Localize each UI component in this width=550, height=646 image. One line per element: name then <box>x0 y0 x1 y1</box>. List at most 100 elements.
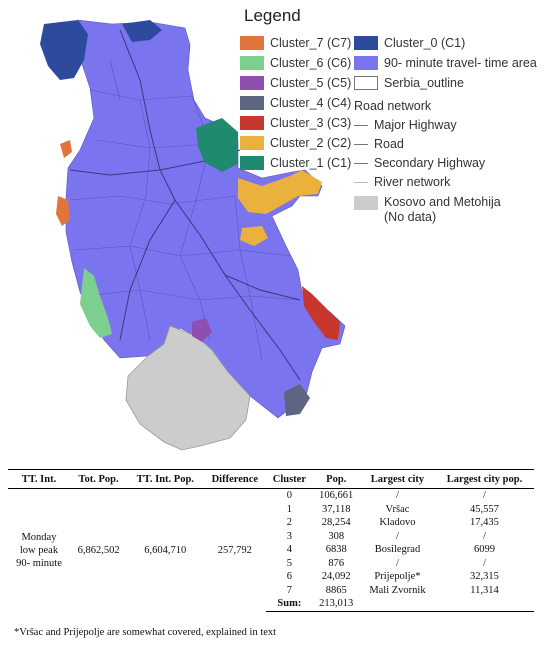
cluster-0-region <box>122 20 162 42</box>
legend-item-cluster-5: Cluster_5 (C5) <box>240 76 351 90</box>
legend-item-serbia-outline: Serbia_outline <box>354 76 464 90</box>
cluster-1-swatch <box>240 156 264 170</box>
cluster-7-swatch <box>240 36 264 50</box>
city-pop-cell: 11,314 <box>470 584 499 596</box>
legend-title: Legend <box>244 6 301 25</box>
sum-label: Sum: <box>266 597 313 612</box>
road-network-title: Road network <box>354 99 432 113</box>
road-line-icon <box>354 143 368 145</box>
legend-item-cluster-0: Cluster_0 (C1) <box>354 36 465 50</box>
city-cell: Vršac <box>385 503 410 515</box>
legend-item-secondary-highway: Secondary Highway <box>354 156 485 170</box>
cluster-7-region <box>56 196 70 226</box>
cluster-1-region <box>196 118 238 172</box>
legend-item-road: Road <box>354 137 404 151</box>
pop-cell: 308 <box>328 530 345 542</box>
legend-item-cluster-1: Cluster_1 (C1) <box>240 156 351 170</box>
city-pop-cell: 32,315 <box>470 571 499 583</box>
cluster-4-swatch <box>240 96 264 110</box>
legend-item-kosovo: Kosovo and Metohija (No data) <box>354 195 501 225</box>
serbia-outline-swatch <box>354 76 378 90</box>
tt-int-pop-cell: 6,604,710 <box>144 544 187 556</box>
cluster-cell: 0 <box>286 490 292 502</box>
legend-item-cluster-7: Cluster_7 (C7) <box>240 36 351 50</box>
tt-int-cell: Monday low peak 90- minute <box>16 531 62 569</box>
cluster-cell: 1 <box>286 503 292 515</box>
pop-cell: 6838 <box>325 544 347 556</box>
city-cell: / <box>396 557 399 569</box>
table-row: Monday low peak 90- minute 6,862,502 6,6… <box>8 489 534 568</box>
cluster-6-region <box>80 268 112 338</box>
header-cluster: Cluster <box>266 469 313 489</box>
city-pop-cell: / <box>483 557 486 569</box>
city-cell: Kladovo <box>379 517 416 529</box>
cluster-5-swatch <box>240 76 264 90</box>
river-line-icon <box>354 181 368 183</box>
table-row: 7 8865 Mali Zvornik 11,314 <box>8 584 534 598</box>
cluster-2-region <box>240 226 268 246</box>
header-tt-int-pop: TT. Int. Pop. <box>127 469 204 489</box>
cluster-5-region <box>192 318 212 342</box>
kosovo-swatch <box>354 196 378 210</box>
table-row: 4 6838 Bosilegrad 6099 <box>8 543 534 557</box>
legend-item-cluster-3: Cluster_3 (C3) <box>240 116 351 130</box>
pop-cell: 37,118 <box>321 503 351 515</box>
table-row: 6 24,092 Prijepolje* 32,315 <box>8 570 534 584</box>
serbia-map <box>40 19 346 451</box>
cluster-cell: 6 <box>286 571 292 583</box>
table-row: 3 308 / / <box>8 530 534 544</box>
cluster-cell: 2 <box>286 517 292 529</box>
major-highway-line-icon <box>354 124 368 126</box>
legend-item-cluster-4: Cluster_4 (C4) <box>240 96 351 110</box>
cluster-4-region <box>284 384 310 416</box>
header-tot-pop: Tot. Pop. <box>69 469 128 489</box>
cluster-cell: 3 <box>286 530 292 542</box>
sum-value: 213,013 <box>312 597 360 612</box>
pop-cell: 106,661 <box>319 490 354 502</box>
tot-pop-cell: 6,862,502 <box>77 544 120 556</box>
difference-cell: 257,792 <box>217 544 252 556</box>
table-header-row: TT. Int. Tot. Pop. TT. Int. Pop. Differe… <box>8 469 534 489</box>
table-row: 2 28,254 Kladovo 17,435 <box>8 516 534 530</box>
pop-cell: 876 <box>328 557 345 569</box>
table-row: 1 37,118 Vršac 45,557 <box>8 503 534 517</box>
city-cell: Bosilegrad <box>374 544 421 556</box>
city-pop-cell: 45,557 <box>470 503 499 515</box>
table-sum-row: Sum: 213,013 <box>8 597 534 612</box>
legend-item-river-network: River network <box>354 175 450 189</box>
cluster-2-region <box>238 170 322 214</box>
legend-item-major-highway: Major Highway <box>354 118 457 132</box>
header-largest-city-pop: Largest city pop. <box>434 469 534 489</box>
city-pop-cell: 17,435 <box>470 517 499 529</box>
city-cell: / <box>396 490 399 502</box>
city-cell: / <box>396 530 399 542</box>
legend-item-cluster-6: Cluster_6 (C6) <box>240 56 351 70</box>
header-tt-int: TT. Int. <box>8 469 70 489</box>
cluster-0-swatch <box>354 36 378 50</box>
cluster-7-region <box>60 140 72 158</box>
header-difference: Difference <box>203 469 267 489</box>
map-legend: Legend Cluster_7 (C7) Cluster_6 (C6) Clu… <box>240 6 545 226</box>
city-pop-cell: / <box>483 530 486 542</box>
city-pop-cell: 6099 <box>473 544 495 556</box>
cluster-6-swatch <box>240 56 264 70</box>
pop-cell: 28,254 <box>321 517 351 529</box>
city-cell: Mali Zvornik <box>369 584 426 596</box>
cluster-cell: 7 <box>286 584 292 596</box>
cluster-3-swatch <box>240 116 264 130</box>
pop-cell: 24,092 <box>321 571 351 583</box>
table-row: 5 876 / / <box>8 557 534 571</box>
legend-item-travel-area: 90- minute travel- time area <box>354 56 537 70</box>
header-largest-city: Largest city <box>359 469 435 489</box>
kosovo-no-data <box>125 325 251 451</box>
cluster-2-swatch <box>240 136 264 150</box>
travel-area-swatch <box>354 56 378 70</box>
cluster-cell: 5 <box>286 557 292 569</box>
cluster-0-region <box>40 20 88 80</box>
cluster-cell: 4 <box>286 544 292 556</box>
cluster-3-region <box>302 286 340 340</box>
table-footnote: *Vršac and Prijepolje are somewhat cover… <box>14 627 277 638</box>
city-cell: Prijepolje* <box>374 571 421 583</box>
secondary-highway-line-icon <box>354 162 368 164</box>
city-pop-cell: / <box>483 490 486 502</box>
